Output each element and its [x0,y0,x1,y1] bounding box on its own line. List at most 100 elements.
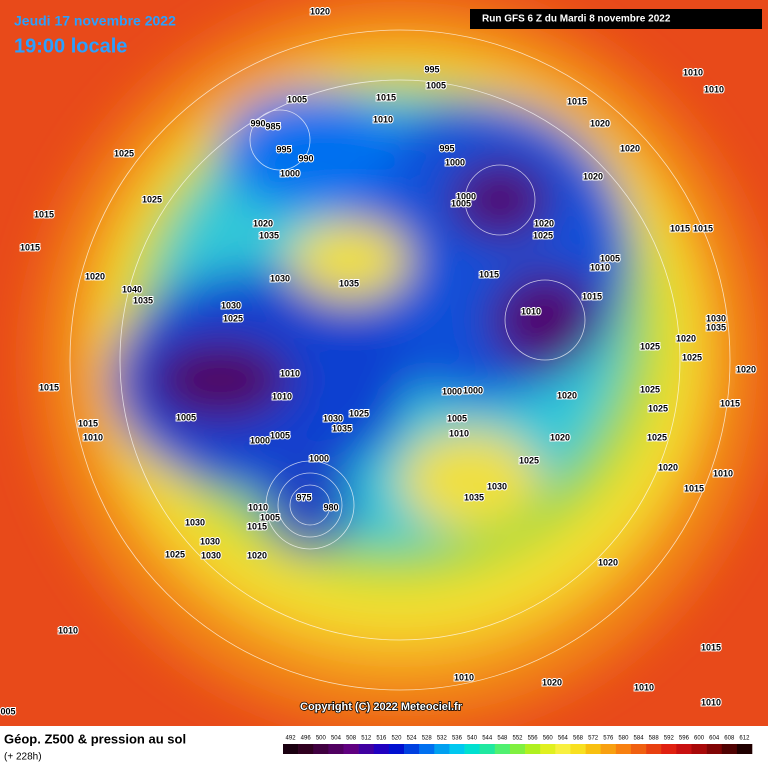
legend-swatch [313,744,329,754]
legend-swatch [464,744,480,754]
legend-swatch [661,744,677,754]
legend-swatch [419,744,435,754]
legend-swatch [509,744,526,754]
pressure-label: 1025 [682,352,702,362]
pressure-label: 1025 [640,384,660,394]
pressure-label: 1025 [640,341,660,351]
pressure-label: 1015 [34,209,54,219]
legend-label: 540 [467,736,478,742]
pressure-label: 1015 [479,269,499,279]
pressure-label: 1025 [142,194,162,204]
legend-swatch [283,744,299,754]
legend-swatch [555,744,571,754]
pressure-label: 1015 [376,92,396,102]
legend-label: 588 [649,736,660,742]
pressure-label: 1015 [39,382,59,392]
legend-swatch [585,744,602,754]
pressure-label: 1005 [270,430,290,440]
legend-swatch [449,744,465,754]
pressure-label: 1030 [270,273,290,283]
pressure-label: 1020 [736,364,756,374]
pressure-label: 1030 [185,517,205,527]
pressure-label: 1010 [454,672,474,682]
pressure-label: 1015 [720,398,740,408]
legend-swatch [630,744,647,754]
legend-swatch [343,744,359,754]
legend-label: 508 [346,736,357,742]
pressure-label: 1030 [201,550,221,560]
legend-swatch [494,744,511,754]
legend-swatch [298,744,314,754]
pressure-label: 1010 [58,625,78,635]
pressure-label: 1025 [349,408,369,418]
pressure-label: 1025 [519,455,539,465]
legend-swatch [525,744,541,754]
pressure-label: 1020 [676,333,696,343]
legend-label: 520 [391,736,402,742]
pressure-label: 1010 [248,502,268,512]
legend-swatch [479,744,496,754]
legend-label: 552 [512,736,523,742]
legend-swatch [388,744,405,754]
footer-title: Géop. Z500 & pression au sol [4,731,186,746]
legend-swatch [691,744,707,754]
pressure-label: 1020 [620,143,640,153]
pressure-label: 1000 [463,385,483,395]
pressure-label: 990 [250,118,265,128]
legend-swatch [600,744,617,754]
legend-label: 492 [286,736,297,742]
pressure-label: 1035 [332,423,352,433]
pressure-label: 1010 [272,391,292,401]
legend-label: 600 [694,736,705,742]
pressure-label: 1015 [247,521,267,531]
pressure-label: 995 [439,143,454,153]
legend-label: 576 [603,736,614,742]
legend-label: 532 [437,736,448,742]
legend-swatch [570,744,586,754]
pressure-label: 1025 [533,230,553,240]
legend-swatch [373,744,390,754]
pressure-label: 1015 [693,223,713,233]
pressure-label: 975 [296,492,311,502]
pressure-label: 985 [265,121,280,131]
pressure-label: 1030 [487,481,507,491]
copyright: Copyright (C) 2022 Meteociel.fr [300,701,463,713]
legend-label: 564 [558,736,569,742]
pressure-label: 1020 [85,271,105,281]
pressure-label: 1015 [582,291,602,301]
legend-label: 496 [301,736,312,742]
pressure-label: 1005 [260,512,280,522]
pressure-label: 980 [323,502,338,512]
pressure-label: 1025 [647,432,667,442]
legend-swatch [736,744,753,754]
pressure-label: 1030 [323,413,343,423]
pressure-label: 1020 [534,218,554,228]
legend-label: 608 [724,736,735,742]
pressure-label: 1010 [449,428,469,438]
pressure-label: 1005 [426,80,446,90]
pressure-label: 1010 [521,306,541,316]
map-field [0,0,768,730]
pressure-label: 1015 [701,642,721,652]
pressure-label: 1020 [542,677,562,687]
pressure-label: 1010 [701,697,721,707]
legend-swatch [358,744,375,754]
pressure-label: 1035 [133,295,153,305]
pressure-label: 1005 [287,94,307,104]
legend-label: 604 [709,736,720,742]
legend-swatch [404,744,420,754]
legend-swatch [706,744,723,754]
pressure-label: 1010 [704,84,724,94]
pressure-label: 1005 [176,412,196,422]
legend-label: 528 [422,736,433,742]
pressure-label: 1020 [598,557,618,567]
pressure-label: 1010 [634,682,654,692]
pressure-label: 1025 [114,148,134,158]
pressure-label: 1005 [600,253,620,263]
pressure-label: 1010 [280,368,300,378]
pressure-label: 1030 [706,313,726,323]
legend-swatch [721,744,738,754]
pressure-label: 1015 [670,223,690,233]
pressure-label: 1010 [713,468,733,478]
pressure-label: 990 [298,153,313,163]
